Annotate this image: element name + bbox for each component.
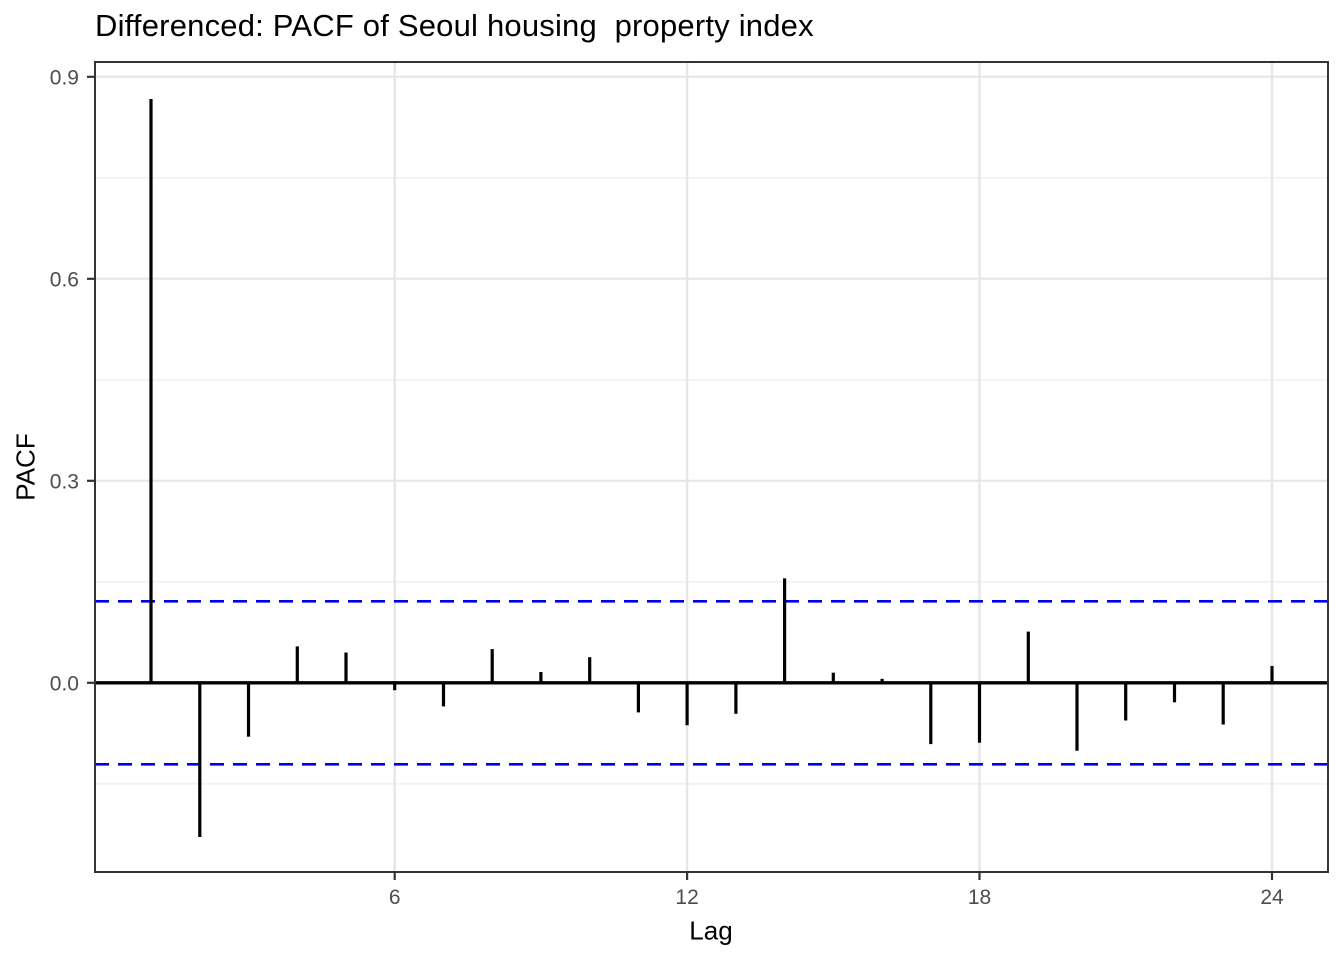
chart-title: Differenced: PACF of Seoul housing prope…	[95, 8, 814, 43]
x-tick-label: 18	[968, 886, 991, 909]
y-tick-label: 0.6	[50, 268, 79, 291]
x-axis-title: Lag	[689, 915, 733, 946]
y-tick-label: 0.0	[50, 672, 79, 695]
y-tick-label: 0.9	[50, 66, 79, 89]
y-tick-label: 0.3	[50, 470, 79, 493]
panel-border	[94, 61, 1329, 873]
x-tick-label: 6	[389, 886, 401, 909]
x-tick-label: 12	[675, 886, 698, 909]
x-tick-label: 24	[1260, 886, 1284, 909]
